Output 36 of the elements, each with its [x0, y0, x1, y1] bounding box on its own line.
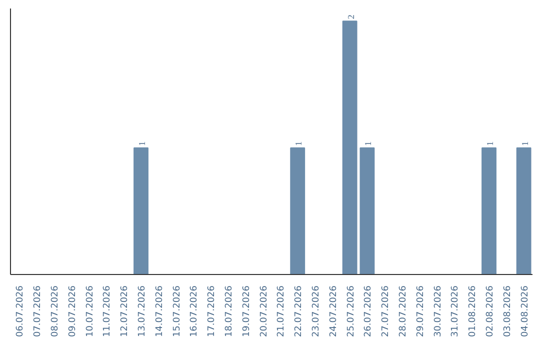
x-tick-label: 06.07.2026 [16, 285, 26, 338]
x-tick-label: 04.08.2026 [520, 285, 530, 338]
x-tick-label: 02.08.2026 [486, 285, 496, 338]
x-tick-label: 30.07.2026 [433, 285, 444, 338]
x-tick-label: 16.07.2026 [190, 285, 200, 338]
x-tick-label: 08.07.2026 [50, 285, 60, 338]
data-label: 1 [485, 141, 495, 146]
x-tick-label: 17.07.2026 [207, 285, 218, 338]
data-label: 1 [137, 141, 147, 146]
x-tick-label: 21.07.2026 [276, 285, 287, 338]
x-tick-label: 20.07.2026 [259, 285, 270, 338]
x-tick-label: 15.07.2026 [172, 285, 182, 338]
x-tick-label: 01.08.2026 [468, 285, 478, 338]
x-tick-label: 11.07.2026 [102, 285, 113, 338]
x-tick-label: 09.07.2026 [68, 285, 78, 338]
x-tick-label: 23.07.2026 [312, 285, 322, 338]
x-tick-label: 18.07.2026 [224, 285, 234, 338]
data-label: 1 [294, 141, 304, 146]
x-tick-label: 24.07.2026 [328, 285, 339, 338]
data-label: 1 [363, 141, 374, 146]
x-tick-label: 03.08.2026 [502, 285, 513, 338]
x-tick-label: 31.07.2026 [450, 285, 461, 338]
x-tick-label: 28.07.2026 [398, 285, 408, 338]
x-tick-label: 12.07.2026 [120, 285, 130, 338]
x-tick-label: 10.07.2026 [85, 285, 96, 338]
x-tick-label: 14.07.2026 [154, 285, 165, 338]
x-tick-label: 19.07.2026 [242, 285, 252, 338]
data-label: 1 [520, 141, 530, 146]
x-tick-label: 22.07.2026 [294, 285, 304, 338]
x-tick-label: 26.07.2026 [364, 285, 374, 338]
x-tick-label: 27.07.2026 [381, 285, 392, 338]
x-tick-label: 07.07.2026 [33, 285, 44, 338]
data-label: 2 [346, 14, 356, 20]
x-tick-label: 25.07.2026 [346, 285, 356, 338]
x-tick-label: 29.07.2026 [416, 285, 426, 338]
x-tick-label: 13.07.2026 [138, 285, 148, 338]
